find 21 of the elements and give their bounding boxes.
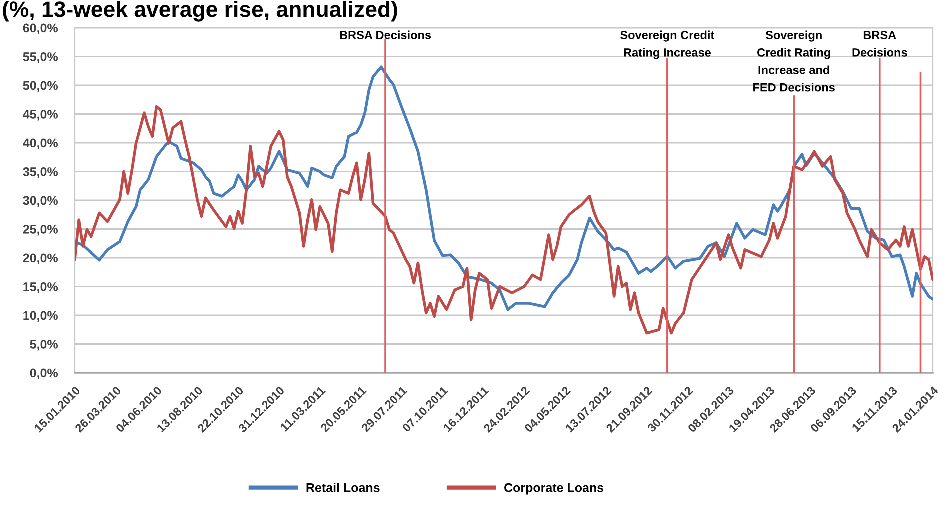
ref-line-label: BRSA Decisions bbox=[852, 31, 908, 57]
y-tick-label: 50,0% bbox=[23, 81, 58, 92]
y-tick-label: 40,0% bbox=[23, 138, 58, 150]
y-tick-label: 20,0% bbox=[23, 254, 58, 264]
chart-title: (%, 13-week average rise, annualized) bbox=[3, 1, 398, 22]
ref-line-label: Sovereign Credit Rating Increase bbox=[620, 30, 715, 60]
y-tick-label: 0,0% bbox=[30, 368, 58, 380]
y-tick-label: 55,0% bbox=[23, 52, 58, 64]
line-series bbox=[75, 105, 933, 335]
y-tick-label: 10,0% bbox=[24, 311, 58, 322]
y-tick-label: 35,0% bbox=[23, 168, 58, 178]
legend-label: Retail Loans bbox=[306, 483, 380, 492]
y-tick-label: 25,0% bbox=[23, 225, 58, 236]
y-tick-label: 60,0% bbox=[23, 24, 58, 34]
ref-line-label: BRSA Decisions bbox=[340, 30, 432, 40]
y-tick-label: 5,0% bbox=[30, 340, 58, 351]
y-tick-label: 30,0% bbox=[23, 196, 58, 207]
ref-line-label: Sovereign Credit Rating Increase and FED Decisions bbox=[754, 30, 835, 92]
legend-label: Corporate Loans bbox=[504, 483, 604, 495]
y-tick-label: 15,0% bbox=[24, 282, 58, 294]
y-tick-label: 45,0% bbox=[23, 110, 58, 121]
